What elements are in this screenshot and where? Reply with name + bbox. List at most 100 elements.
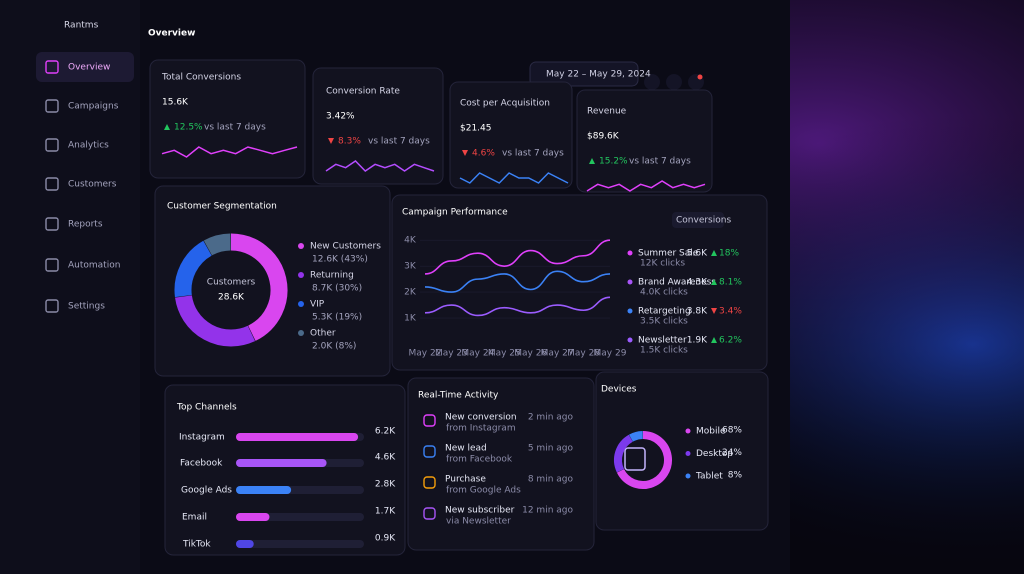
nav-icon [45, 299, 59, 313]
trend-arrow [711, 308, 717, 314]
kpi-compare: vs last 7 days [204, 123, 266, 133]
donut-segment [203, 233, 232, 256]
metric-selector[interactable] [672, 212, 724, 228]
legend-label: Other [310, 329, 336, 339]
legend-label: Tablet [695, 472, 723, 482]
nav-item[interactable]: Reports [68, 220, 103, 230]
kpi-value: 15.6K [162, 98, 189, 108]
card-title: Campaign Performance [402, 208, 508, 218]
legend-dot [627, 250, 633, 256]
nav-icon [45, 60, 59, 74]
nav-item[interactable]: Automation [68, 261, 120, 271]
y-tick-label: 3K [404, 262, 417, 272]
activity-source: from Google Ads [446, 486, 521, 496]
sidebar [0, 0, 140, 574]
channel-label: Instagram [179, 433, 225, 443]
x-tick-label: May 28 [567, 349, 600, 359]
series-line [424, 239, 611, 275]
date-picker[interactable] [529, 61, 639, 87]
legend-dot [685, 451, 691, 456]
trend-arrow [462, 150, 468, 156]
kpi-label: Conversion Rate [326, 87, 400, 97]
legend-label: New Customers [310, 242, 381, 252]
icon-button[interactable] [666, 74, 682, 90]
active-nav-bg [36, 52, 134, 82]
nav-icon [45, 138, 59, 152]
campaign-card [391, 194, 768, 371]
kpi-value: 3.42% [326, 112, 355, 122]
activity-icon [423, 507, 436, 520]
campaign-change: 8.1% [719, 278, 742, 288]
brand: Rantms [64, 21, 99, 31]
campaign-change: 3.4% [719, 307, 742, 317]
bar [236, 459, 327, 467]
series-line [424, 270, 611, 293]
x-tick-label: May 24 [461, 349, 494, 359]
legend-value: 12.6K (43%) [312, 255, 368, 265]
trend-arrow [711, 250, 717, 256]
kpi-card [149, 59, 306, 179]
donut-segment [629, 431, 644, 442]
selector-label[interactable]: Conversions [676, 216, 731, 226]
channel-label: TikTok [182, 540, 211, 550]
channel-label: Google Ads [181, 486, 232, 496]
card-title: Devices [601, 385, 637, 395]
bar-value: 0.9K [375, 534, 396, 544]
legend-value: 2.0K (8%) [312, 342, 356, 352]
activity-time: 2 min ago [528, 413, 574, 423]
kpi-change: 8.3% [338, 137, 361, 147]
y-tick-label: 1K [404, 314, 417, 324]
icon-button[interactable] [644, 74, 660, 90]
legend-dot [298, 272, 304, 278]
bar-value: 4.6K [375, 453, 396, 463]
channels-card [164, 384, 406, 556]
kpi-compare: vs last 7 days [629, 157, 691, 167]
page-title: Overview [148, 29, 195, 39]
trend-arrow [711, 337, 717, 343]
devices-card [595, 371, 769, 531]
y-tick-label: 2K [404, 288, 417, 298]
legend-value: 8.7K (30%) [312, 284, 362, 294]
legend-label: Returning [310, 271, 354, 281]
legend-dot [298, 301, 304, 307]
legend-dot [627, 279, 633, 285]
x-tick-label: May 25 [488, 349, 521, 359]
activity-time: 8 min ago [528, 475, 574, 485]
donut-center-label: Customers [207, 278, 256, 288]
notification-dot [697, 74, 703, 80]
legend-value: 68% [722, 426, 742, 436]
nav-icon [45, 99, 59, 113]
bar-track [236, 540, 364, 548]
nav-item[interactable]: Settings [68, 302, 105, 312]
kpi-card [449, 81, 573, 189]
bar-value: 6.2K [375, 427, 396, 437]
bar [236, 513, 270, 521]
donut-segment [174, 240, 213, 298]
x-tick-label: May 29 [594, 349, 627, 359]
x-tick-label: May 23 [435, 349, 468, 359]
nav-item[interactable]: Analytics [68, 141, 109, 151]
campaign-name: Retargeting [638, 307, 691, 317]
activity-title: New lead [445, 444, 487, 454]
sparkline [586, 180, 706, 192]
kpi-label: Total Conversions [161, 73, 241, 83]
channel-label: Email [182, 513, 207, 523]
kpi-label: Cost per Acquisition [460, 99, 550, 109]
campaign-value: 4.3K [687, 278, 708, 288]
activity-card [407, 377, 595, 551]
device-icon [624, 447, 646, 471]
activity-source: from Facebook [446, 455, 513, 465]
nav-item[interactable]: Customers [68, 180, 117, 190]
campaign-name: Summer Sale [638, 249, 699, 259]
campaign-name: Brand Awareness [638, 278, 716, 288]
bar [236, 486, 292, 494]
donut-segment [175, 294, 256, 347]
y-tick-label: 4K [404, 236, 417, 246]
trend-arrow [164, 124, 170, 130]
nav-item[interactable]: Overview [68, 63, 110, 73]
legend-dot [685, 473, 691, 479]
legend-dot [298, 330, 304, 336]
legend-dot [298, 243, 304, 249]
nav-item[interactable]: Campaigns [68, 102, 119, 112]
